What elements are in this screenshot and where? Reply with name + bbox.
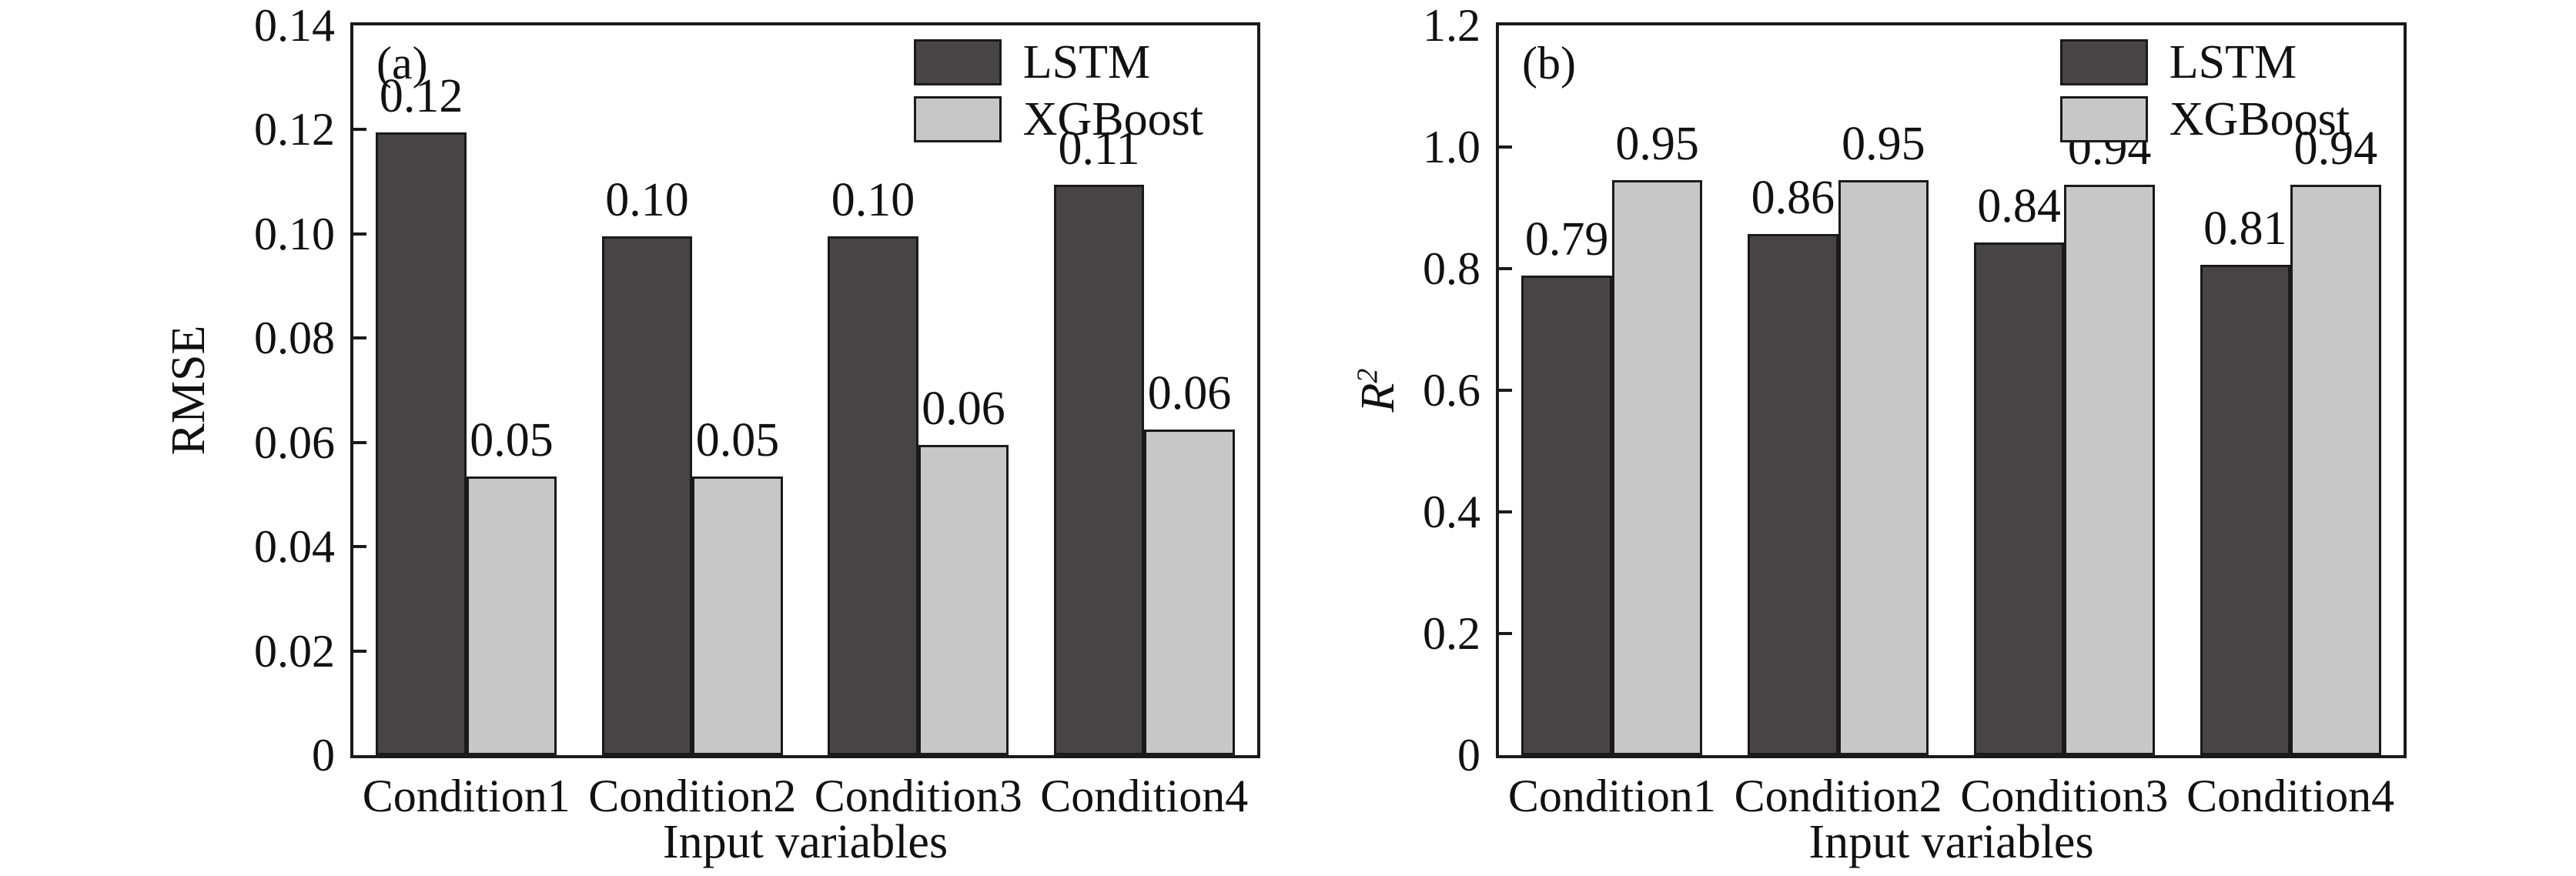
bar-lstm-condition3 — [1973, 242, 2065, 755]
value-label-lstm-condition1: 0.79 — [1524, 213, 1609, 266]
value-label-xgboost-condition3: 0.06 — [922, 383, 1005, 436]
panel-label--a-: (a) — [376, 38, 428, 89]
y-tick-label--a--0: 0 — [312, 730, 335, 781]
y-tick-label--b--0-8: 0.8 — [1423, 243, 1480, 294]
bar-lstm-condition2 — [1748, 233, 1838, 755]
y-tick-mark--a--0-10 — [353, 232, 366, 236]
legend-swatch-xgboost — [913, 96, 1002, 142]
y-tick-label--b--1-2: 1.2 — [1423, 0, 1480, 51]
y-tick-mark--a--0-06 — [353, 440, 366, 444]
y-tick-mark--a--0-12 — [353, 128, 366, 132]
x-axis-title--b-: Input variables — [1808, 816, 2094, 868]
y-tick-label--a--0-12: 0.12 — [254, 104, 335, 155]
legend-label-lstm: LSTM — [2169, 36, 2297, 89]
y-tick-mark--b--1-0 — [1499, 145, 1512, 149]
y-tick-label--a--0-14: 0.14 — [254, 0, 335, 51]
legend-label-lstm: LSTM — [1022, 36, 1151, 89]
y-tick-mark--b--0-4 — [1499, 510, 1512, 513]
bar-xgboost-condition2 — [1838, 179, 1929, 755]
bar-lstm-condition4 — [1053, 184, 1145, 755]
x-category-label--b--condition4: Condition4 — [2186, 771, 2395, 821]
value-label-xgboost-condition1: 0.95 — [1615, 117, 1699, 170]
x-category-label--b--condition3: Condition3 — [1960, 771, 2169, 821]
x-category-label--a--condition4: Condition4 — [1040, 771, 1249, 821]
value-label-lstm-condition2: 0.10 — [605, 174, 689, 227]
x-category-label--b--condition1: Condition1 — [1507, 771, 1716, 821]
legend-swatch-xgboost — [2059, 96, 2148, 142]
legend-label-xgboost: XGBoost — [1022, 93, 1203, 145]
y-axis-title-superscript: 2 — [1351, 368, 1384, 383]
y-tick-label--b--0-2: 0.2 — [1423, 608, 1480, 659]
value-label-xgboost-condition3: 0.94 — [2067, 122, 2152, 175]
x-category-label--a--condition1: Condition1 — [362, 771, 570, 821]
y-tick-label--a--0-10: 0.10 — [254, 208, 335, 259]
value-label-xgboost-condition2: 0.05 — [695, 413, 780, 466]
value-label-lstm-condition3: 0.10 — [831, 174, 915, 227]
y-axis-title--a-: RMSE — [158, 22, 219, 758]
value-label-lstm-condition4: 0.81 — [2203, 202, 2287, 256]
plot-area--a-: 0.12 0.05 0.10 0.05 0.10 0.06 0.11 0.06 (a) LSTM X… — [350, 22, 1260, 758]
bar-lstm-condition2 — [601, 236, 693, 755]
y-tick-label--a--0-06: 0.06 — [254, 416, 335, 468]
legend--b-: LSTM XGBoost — [2059, 36, 2350, 145]
bar-lstm-condition1 — [376, 132, 467, 755]
legend-label-xgboost: XGBoost — [2169, 93, 2350, 145]
y-tick-mark--b--0-8 — [1499, 267, 1512, 270]
legend-swatch-lstm — [913, 39, 1002, 85]
bar-xgboost-condition3 — [918, 445, 1009, 755]
value-label-lstm-condition3: 0.84 — [1977, 180, 2061, 233]
bar-xgboost-condition2 — [692, 476, 783, 755]
y-tick-label--a--0-04: 0.04 — [254, 521, 335, 573]
bar-xgboost-condition1 — [466, 476, 557, 755]
y-tick-label--b--0-4: 0.4 — [1423, 486, 1480, 537]
y-tick-mark--a--0-02 — [353, 649, 366, 653]
legend-item-lstm: LSTM — [913, 36, 1203, 89]
value-label-lstm-condition1: 0.12 — [379, 69, 463, 122]
legend-item-lstm: LSTM — [2059, 36, 2350, 89]
y-tick-label--b--0: 0 — [1457, 730, 1480, 781]
y-tick-mark--b--0-2 — [1499, 632, 1512, 635]
y-tick-label--a--0-08: 0.08 — [254, 313, 335, 364]
bar-xgboost-condition4 — [1144, 429, 1235, 755]
y-tick-label--a--0-02: 0.02 — [254, 625, 335, 677]
value-label-xgboost-condition2: 0.95 — [1842, 117, 1925, 170]
plot-area--b-: 0.79 0.95 0.86 0.95 0.84 0.94 0.81 0.94 (b) LSTM X… — [1496, 22, 2407, 758]
x-category-label--a--condition3: Condition3 — [814, 771, 1022, 821]
value-label-lstm-condition2: 0.86 — [1751, 171, 1835, 224]
y-axis-title-text: R — [1352, 383, 1404, 413]
y-tick-label--b--0-6: 0.6 — [1423, 365, 1480, 416]
bar-xgboost-condition4 — [2290, 184, 2381, 755]
x-axis-title--a-: Input variables — [662, 816, 948, 868]
bar-xgboost-condition1 — [1611, 179, 1703, 755]
value-label-lstm-condition4: 0.11 — [1058, 122, 1140, 175]
value-label-xgboost-condition4: 0.06 — [1147, 366, 1232, 420]
legend-swatch-lstm — [2059, 39, 2148, 85]
y-tick-mark--a--0-08 — [353, 336, 366, 340]
legend-item-xgboost: XGBoost — [913, 93, 1203, 145]
bar-lstm-condition4 — [2200, 265, 2291, 755]
x-category-label--b--condition2: Condition2 — [1734, 771, 1942, 821]
y-tick-mark--b--0-6 — [1499, 389, 1512, 392]
bar-lstm-condition1 — [1521, 276, 1612, 755]
y-axis-title--b-: R2 — [1347, 22, 1409, 758]
x-category-label--a--condition2: Condition2 — [588, 771, 797, 821]
legend-item-xgboost: XGBoost — [2059, 93, 2350, 145]
bar-lstm-condition3 — [828, 236, 918, 755]
legend--a-: LSTM XGBoost — [913, 36, 1203, 145]
bar-xgboost-condition3 — [2064, 184, 2155, 755]
panel-label--b-: (b) — [1522, 38, 1576, 89]
value-label-xgboost-condition4: 0.94 — [2293, 122, 2378, 175]
y-tick-mark--a--0-04 — [353, 545, 366, 549]
y-tick-label--b--1-0: 1.0 — [1423, 122, 1480, 172]
value-label-xgboost-condition1: 0.05 — [470, 413, 554, 466]
y-axis-title-text: RMSE — [162, 325, 215, 456]
